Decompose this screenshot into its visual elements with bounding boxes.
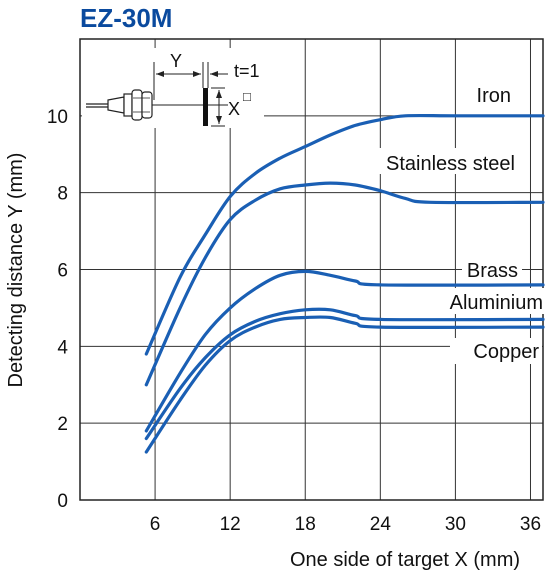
series-label-aluminium: Aluminium: [450, 292, 543, 314]
y-axis-label: Detecting distance Y (mm): [5, 153, 27, 388]
arrow-head: [156, 71, 164, 77]
sensor-taper: [107, 96, 125, 114]
inset-y-label: Y: [170, 51, 182, 71]
plot-frame: [79, 38, 544, 501]
label-bg-brass: [462, 255, 522, 281]
y-tick-label: 6: [57, 261, 68, 282]
y-tick-label: 10: [47, 107, 68, 128]
inset-t-label: t=1: [234, 61, 260, 81]
x-tick-label: 30: [445, 514, 466, 535]
label-bg-aluminium: [418, 288, 544, 314]
series-label-copper: Copper: [473, 341, 539, 363]
arrow-head: [216, 116, 222, 124]
x-ticks: 6 12 18 24 30 36: [150, 514, 541, 535]
target-plate: [203, 88, 208, 126]
sensor-diagram: Y t=1 X □: [82, 48, 264, 128]
x-tick-label: 24: [370, 514, 392, 535]
sensor-nut: [123, 93, 133, 117]
inset-bg: [82, 48, 264, 128]
label-bg-iron: [460, 80, 516, 106]
x-tick-label: 12: [220, 514, 241, 535]
series-line-copper: [144, 315, 545, 454]
label-bg-stainless: [345, 148, 517, 174]
series-labels: Iron Stainless steel Brass Aluminium Cop…: [345, 80, 544, 364]
arrow-head: [210, 71, 218, 77]
series-label-stainless-steel: Stainless steel: [386, 153, 515, 175]
x-tick-label: 6: [150, 514, 161, 535]
series-label-iron: Iron: [477, 85, 511, 107]
y-ticks: 0 2 4 6 8 10: [47, 107, 69, 512]
series-line-iron: [144, 113, 545, 356]
y-tick-label: 0: [57, 491, 68, 512]
inset-x-label: X: [228, 99, 240, 119]
arrow-head: [193, 71, 201, 77]
inset-square-symbol: □: [243, 89, 251, 104]
y-tick-label: 4: [57, 337, 68, 358]
label-bg-copper: [450, 338, 542, 364]
y-tick-label: 8: [57, 184, 68, 205]
arrow-head: [216, 90, 222, 98]
series-group: [144, 113, 545, 454]
x-axis-label: One side of target X (mm): [290, 549, 520, 571]
series-label-brass: Brass: [467, 260, 518, 282]
y-tick-label: 2: [57, 414, 68, 435]
chart-title: EZ-30M: [80, 3, 172, 33]
series-line-brass: [144, 269, 545, 433]
sensor-nut: [141, 91, 153, 119]
x-tick-label: 18: [295, 514, 316, 535]
series-line-stainless-steel: [144, 181, 545, 387]
x-tick-label: 36: [520, 514, 541, 535]
sensor-nut: [131, 89, 143, 121]
series-line-aluminium: [144, 307, 545, 441]
